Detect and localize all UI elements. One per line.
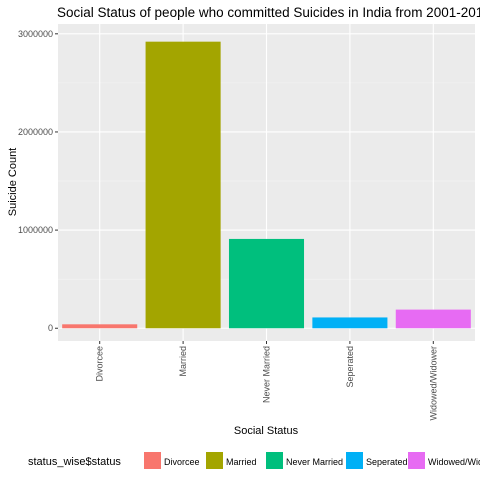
bar-never-married xyxy=(229,239,304,328)
legend-label: Seperated xyxy=(366,457,408,467)
legend-swatch xyxy=(346,452,363,469)
bar-divorcee xyxy=(62,324,137,328)
x-tick-label: Seperated xyxy=(345,346,355,388)
x-tick-label: Divorcee xyxy=(95,346,105,382)
legend-label: Widowed/Widower xyxy=(428,457,480,467)
legend-label: Never Married xyxy=(286,457,343,467)
bar-seperated xyxy=(312,317,387,328)
bar-widowed-widower xyxy=(396,310,471,329)
x-tick-label: Widowed/Widower xyxy=(428,346,438,421)
legend-title: status_wise$status xyxy=(28,456,121,468)
y-tick-label: 2000000 xyxy=(18,127,53,137)
legend-swatch xyxy=(266,452,283,469)
y-axis: 0 1000000 2000000 3000000 xyxy=(18,29,58,333)
x-tick-label: Never Married xyxy=(262,346,272,403)
legend: status_wise$status Divorcee Married Never … xyxy=(28,452,480,469)
y-tick-label: 3000000 xyxy=(18,29,53,39)
y-tick-label: 1000000 xyxy=(18,225,53,235)
y-axis-title: Suicide Count xyxy=(7,148,19,217)
x-axis-title: Social Status xyxy=(234,425,299,437)
legend-label: Divorcee xyxy=(164,457,200,467)
bar-married xyxy=(146,42,221,329)
legend-label: Married xyxy=(226,457,257,467)
legend-swatch xyxy=(206,452,223,469)
x-axis: Divorcee Married Never Married Seperated Wid… xyxy=(95,341,439,421)
x-tick-label: Married xyxy=(178,346,188,377)
legend-swatch xyxy=(144,452,161,469)
chart-title: Social Status of people who committed Su… xyxy=(57,5,480,20)
legend-swatch xyxy=(408,452,425,469)
y-tick-label: 0 xyxy=(48,323,53,333)
